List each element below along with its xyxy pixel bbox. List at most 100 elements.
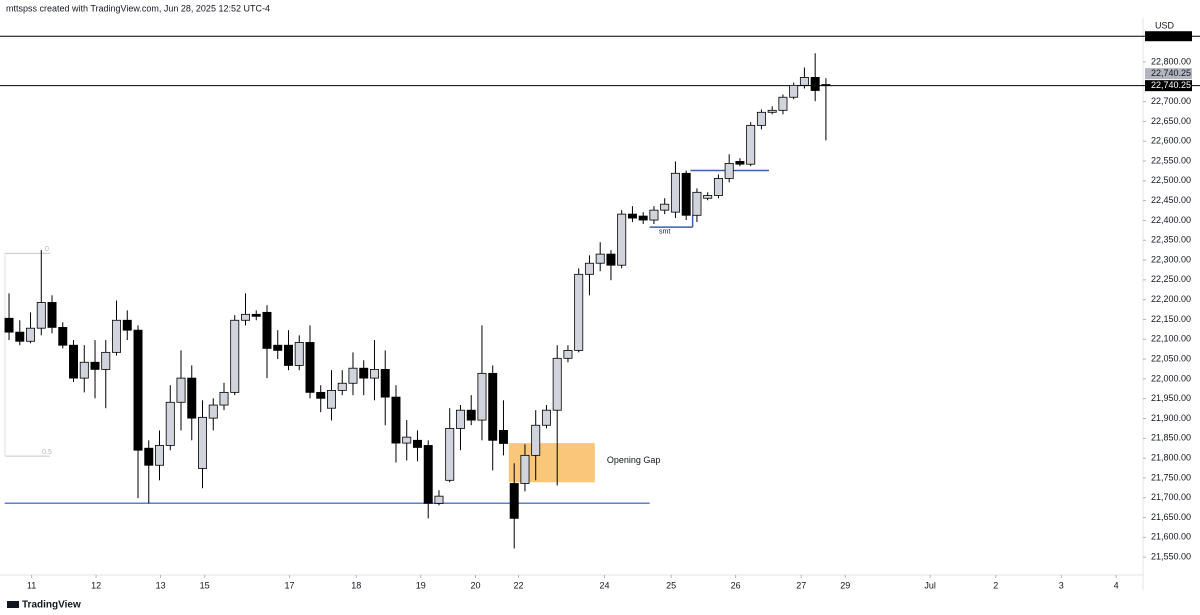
price-label-box [1145, 80, 1192, 92]
candle-body [746, 124, 756, 165]
top-price-box [1145, 31, 1192, 42]
candle-body [4, 317, 14, 333]
candle-body [316, 391, 326, 399]
candle-body [660, 203, 670, 211]
candle-body [122, 319, 132, 331]
x-tick-label: 2 [993, 580, 998, 590]
candle-body [241, 313, 250, 321]
candle-body [445, 428, 455, 481]
y-tick-label: 21,950.00 [1151, 393, 1191, 403]
candle-body [703, 195, 713, 199]
candle-body [26, 327, 36, 342]
candle-body [789, 84, 799, 98]
candle-body [434, 495, 444, 504]
candle-body [251, 313, 261, 317]
y-tick-label: 22,050.00 [1151, 353, 1191, 363]
candle-body [402, 436, 412, 444]
y-tick-label: 21,650.00 [1151, 512, 1191, 522]
y-tick-label: 21,750.00 [1151, 472, 1191, 482]
candle-body [584, 262, 594, 275]
candle-body [47, 302, 57, 328]
x-tick-label: 20 [471, 580, 481, 590]
currency-label: USD [1155, 20, 1175, 30]
x-tick-label: 17 [285, 580, 295, 590]
y-tick-label: 22,350.00 [1151, 235, 1191, 245]
candle-body [799, 77, 809, 86]
candle-body [681, 172, 691, 216]
fib-label: 0 [45, 246, 49, 253]
x-tick-label: 13 [156, 580, 166, 590]
candle-body [230, 319, 240, 393]
x-tick-label: 3 [1059, 580, 1064, 590]
x-tick-label: 12 [91, 580, 101, 590]
candle-body [455, 409, 465, 429]
candle-body [531, 424, 541, 456]
y-tick-label: 22,550.00 [1151, 155, 1191, 165]
candle-body [423, 445, 433, 504]
y-tick-label: 22,700.00 [1151, 96, 1191, 106]
candle-body [337, 382, 347, 391]
candle-body [79, 361, 89, 379]
y-tick-label: 21,550.00 [1151, 552, 1191, 562]
candle-body [778, 96, 788, 111]
candle-body [144, 447, 154, 466]
candle-body [101, 351, 111, 370]
candle-body [509, 483, 519, 519]
x-tick-label: 22 [514, 580, 524, 590]
y-tick-label: 22,000.00 [1151, 373, 1191, 383]
candle-body [208, 404, 218, 419]
x-tick-label: 15 [200, 580, 210, 590]
y-tick-label: 22,400.00 [1151, 215, 1191, 225]
candle-body [563, 349, 573, 359]
candle-body [369, 368, 379, 379]
x-tick-label: 11 [27, 580, 36, 590]
price-label: 22,740.25 [1151, 80, 1191, 90]
candle-body [198, 416, 207, 469]
candle-body [810, 77, 820, 91]
y-tick-label: 21,600.00 [1151, 532, 1191, 542]
y-tick-label: 21,800.00 [1151, 453, 1191, 463]
y-tick-label: 22,500.00 [1151, 175, 1191, 185]
candle-body [90, 361, 100, 370]
y-tick-label: 22,650.00 [1151, 116, 1191, 126]
candle-body [638, 215, 648, 221]
price-label: 22,740.25 [1151, 68, 1191, 78]
candle-body [391, 396, 401, 444]
candle-body [219, 391, 229, 406]
candle-body [477, 372, 487, 421]
candle-body [348, 367, 358, 384]
x-tick-label: 26 [731, 580, 741, 590]
candle-body [541, 409, 551, 426]
candle-body [15, 331, 25, 342]
candle-body [58, 327, 68, 346]
candle-body [112, 319, 121, 353]
y-tick-label: 22,200.00 [1151, 294, 1191, 304]
candle-body [187, 377, 197, 419]
candle-body [133, 329, 143, 451]
x-tick-label: 29 [840, 580, 850, 590]
candle-body [724, 162, 734, 179]
y-tick-label: 22,250.00 [1151, 274, 1191, 284]
candle-body [713, 178, 723, 196]
candle-body [520, 454, 530, 484]
x-tick-label: 18 [351, 580, 361, 590]
x-tick-label: 19 [416, 580, 426, 590]
candle-body [735, 161, 745, 165]
candle-body [69, 344, 79, 379]
x-tick-label: 25 [666, 580, 676, 590]
x-tick-label: Jul [924, 580, 936, 590]
candle-body [359, 367, 369, 379]
candle-body [756, 111, 766, 126]
x-tick-label: 24 [599, 580, 609, 590]
y-tick-label: 22,450.00 [1151, 195, 1191, 205]
brand-logo [7, 601, 19, 608]
candle-body [36, 302, 46, 329]
y-tick-label: 22,800.00 [1151, 56, 1191, 66]
candle-body [595, 253, 605, 264]
smt-label: smt [659, 228, 670, 235]
candle-body [670, 172, 680, 213]
candle-body [627, 213, 637, 219]
candle-body [155, 445, 164, 466]
